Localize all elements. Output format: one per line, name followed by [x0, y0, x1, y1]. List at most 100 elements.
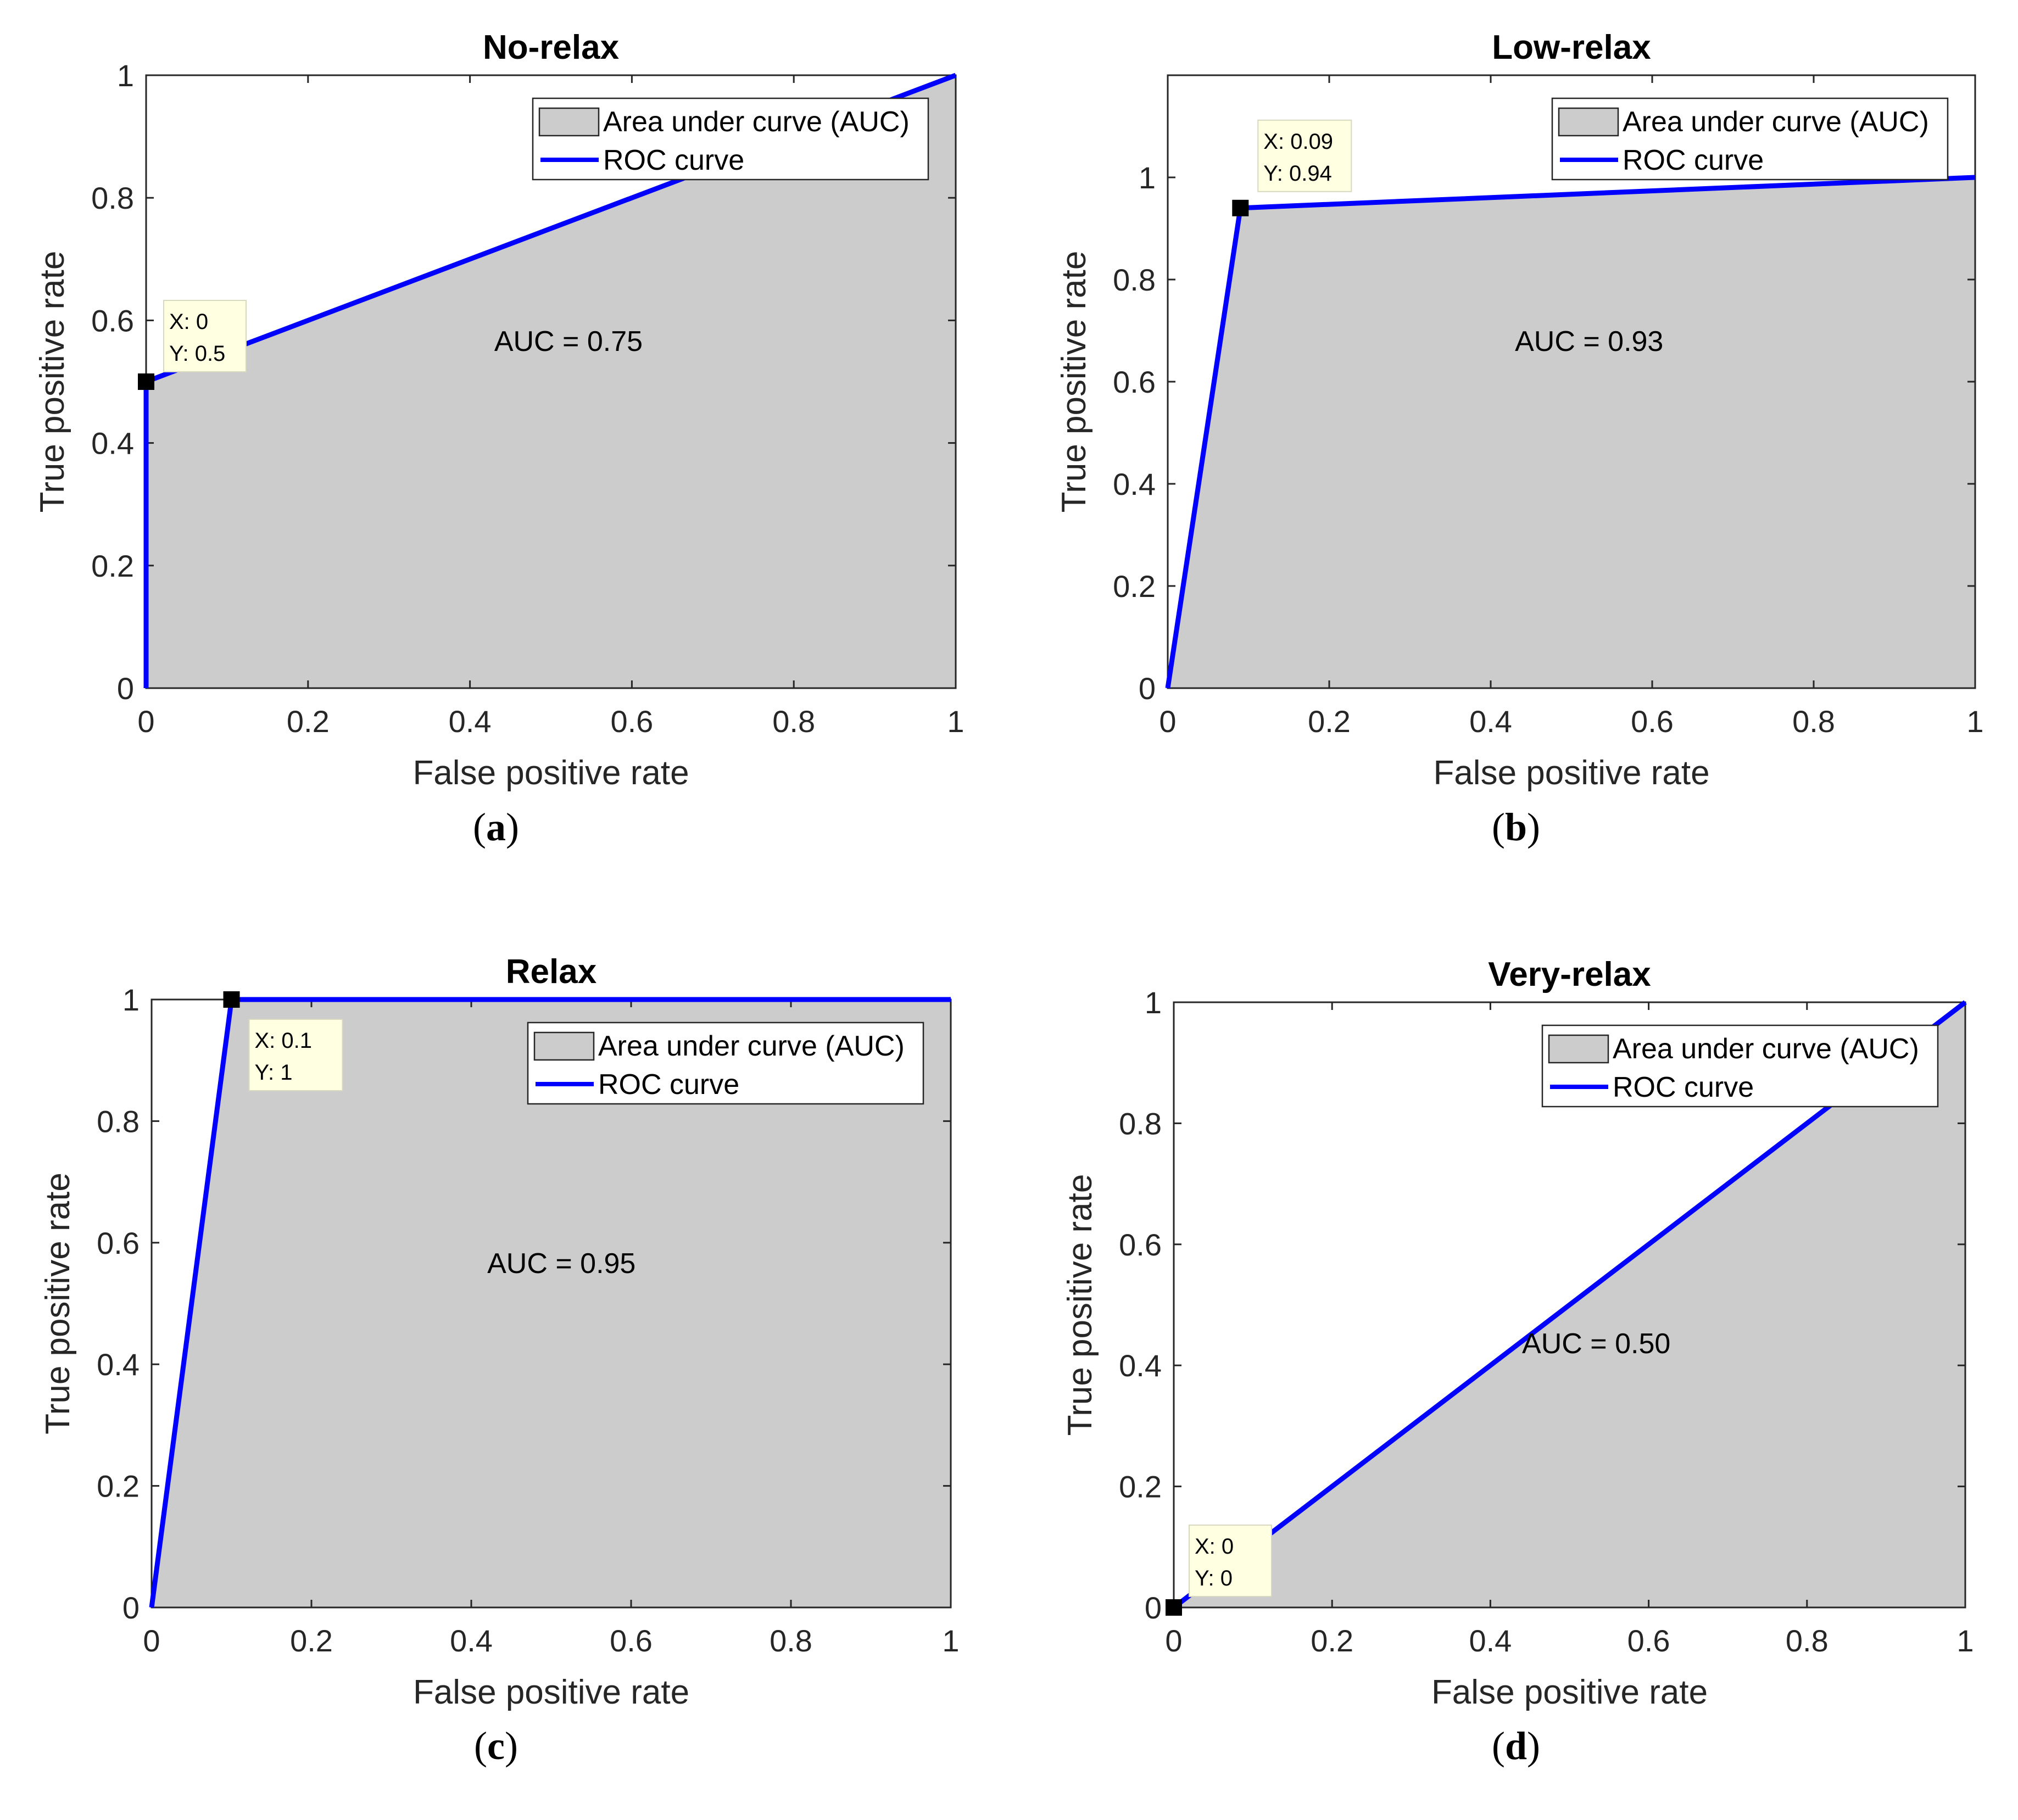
area-under-curve	[1168, 177, 1975, 688]
y-tick-label: 0.4	[1119, 1348, 1162, 1383]
subfigure-letter: d	[1504, 1724, 1528, 1768]
chart-panel-d: 0 0.2 0.4 0.6 0.8 1 0 0.2 0.4 0.6 0.8 1 Very-relax Fa…	[1061, 956, 1974, 1711]
y-tick-label: 1	[117, 58, 134, 93]
axes-frame	[1173, 1001, 1966, 1609]
area-under-curve	[146, 75, 956, 688]
datatip: X: 0.09 Y: 0.94	[1257, 119, 1352, 192]
subfigure-letter: a	[486, 805, 506, 849]
legend-entry-area: Area under curve (AUC)	[1613, 1033, 1919, 1065]
datatip-box	[163, 300, 247, 372]
subfigure-letter: c	[487, 1724, 505, 1768]
y-tick-label: 0.6	[1113, 365, 1156, 399]
datatip: X: 0 Y: 0	[1189, 1525, 1272, 1597]
auc-annotation: AUC = 0.50	[1522, 1328, 1670, 1360]
x-tick-label: 0.2	[287, 704, 330, 739]
chart-panel-c: 0 0.2 0.4 0.6 0.8 1 0 0.2 0.4 0.6 0.8 1 Relax False p…	[39, 953, 960, 1711]
datatip-marker	[1232, 199, 1249, 216]
legend-swatch-area	[533, 1031, 595, 1061]
datatip-x: X: 0	[1195, 1534, 1234, 1559]
legend-entry-area: Area under curve (AUC)	[603, 106, 910, 138]
subfigure-label-d: (d)	[1491, 1724, 1541, 1768]
y-tick-label: 0	[1139, 671, 1156, 706]
x-tick-label: 0.6	[1627, 1623, 1670, 1658]
y-tick-label: 1	[122, 982, 140, 1017]
legend: Area under curve (AUC) ROC curve	[1551, 97, 1949, 181]
y-tick-label: 0.2	[1113, 569, 1156, 604]
x-tick-label: 0.4	[449, 704, 492, 739]
y-tick-label: 0.4	[1113, 467, 1156, 501]
x-axis-label: False positive rate	[1433, 754, 1709, 792]
auc-annotation: AUC = 0.75	[494, 326, 643, 358]
y-tick-label: 0.6	[1119, 1227, 1162, 1262]
area-under-curve	[152, 1000, 951, 1607]
datatip-box	[1189, 1525, 1272, 1597]
x-axis-label: False positive rate	[1431, 1673, 1708, 1711]
x-tick-label: 0.8	[1786, 1623, 1829, 1658]
datatip-box	[248, 1019, 343, 1091]
x-tick-label: 1	[1956, 1623, 1974, 1658]
legend-entry-roc: ROC curve	[598, 1069, 739, 1101]
y-tick-label: 0.4	[91, 426, 134, 461]
datatip-marker	[223, 991, 240, 1008]
y-tick-label: 0.4	[97, 1347, 140, 1382]
x-tick-label: 0	[143, 1623, 160, 1658]
y-tick-label: 0.8	[1119, 1106, 1162, 1141]
x-tick-label: 1	[942, 1623, 959, 1658]
y-tick-label: 0.2	[97, 1469, 140, 1504]
legend-entry-area: Area under curve (AUC)	[1623, 106, 1929, 138]
subfigure-label-b: (b)	[1491, 805, 1541, 849]
datatip-y: Y: 1	[255, 1060, 293, 1085]
y-tick-label: 0.8	[97, 1104, 140, 1138]
datatip-box	[1257, 119, 1352, 192]
chart-panel-a: 0 0.2 0.4 0.6 0.8 1 0 0.2 0.4 0.6 0.8 1 No-relax Fals…	[34, 29, 965, 792]
chart-title: No-relax	[483, 29, 620, 66]
datatip-y: Y: 0.94	[1263, 161, 1332, 186]
legend-entry-roc: ROC curve	[603, 144, 744, 176]
y-tick-label: 1	[1145, 985, 1162, 1020]
y-tick-label: 0.8	[91, 181, 134, 215]
datatip-y: Y: 0.5	[169, 342, 225, 366]
y-tick-label: 0	[1145, 1590, 1162, 1625]
y-axis-label: True positive rate	[1061, 1174, 1099, 1436]
datatip-x: X: 0.1	[255, 1029, 313, 1053]
chart-title: Relax	[506, 953, 597, 991]
datatip-marker	[1166, 1599, 1182, 1616]
x-tick-label: 0.8	[1792, 704, 1835, 739]
x-tick-label: 0.6	[610, 704, 653, 739]
subfigure-letter: b	[1504, 805, 1528, 849]
legend: Area under curve (AUC) ROC curve	[1541, 1024, 1939, 1108]
y-tick-label: 0.2	[91, 549, 134, 583]
x-tick-label: 0.2	[1308, 704, 1351, 739]
x-tick-label: 0.2	[1311, 1623, 1353, 1658]
y-tick-label: 0	[117, 671, 134, 706]
legend-entry-roc: ROC curve	[1623, 144, 1764, 176]
x-tick-label: 0.4	[450, 1623, 493, 1658]
legend-swatch-area	[1548, 1034, 1609, 1064]
x-tick-label: 0	[137, 704, 154, 739]
x-tick-label: 1	[947, 704, 964, 739]
chart-title: Low-relax	[1492, 29, 1651, 66]
subfigure-label-a: (a)	[473, 805, 519, 849]
y-axis-label: True positive rate	[1055, 251, 1093, 513]
y-axis-label: True positive rate	[34, 251, 71, 513]
x-tick-label: 0	[1159, 704, 1176, 739]
datatip-marker	[138, 373, 154, 390]
x-axis-label: False positive rate	[412, 754, 689, 792]
y-tick-label: 0.8	[1113, 263, 1156, 297]
auc-annotation: AUC = 0.93	[1515, 326, 1663, 358]
datatip: X: 0.1 Y: 1	[248, 1019, 343, 1091]
legend: Area under curve (AUC) ROC curve	[532, 97, 929, 181]
y-tick-label: 0	[122, 1590, 140, 1625]
datatip-x: X: 0.09	[1263, 130, 1333, 154]
auc-annotation: AUC = 0.95	[487, 1248, 635, 1280]
y-tick-label: 0.6	[91, 303, 134, 338]
datatip-x: X: 0	[169, 310, 208, 334]
x-tick-label: 0.6	[610, 1623, 653, 1658]
subfigure-label-c: (c)	[474, 1724, 518, 1768]
chart-title: Very-relax	[1488, 956, 1651, 993]
x-tick-label: 0	[1165, 1623, 1182, 1658]
y-tick-label: 0.6	[97, 1226, 140, 1260]
x-tick-label: 0.6	[1631, 704, 1674, 739]
x-tick-label: 0.8	[772, 704, 815, 739]
